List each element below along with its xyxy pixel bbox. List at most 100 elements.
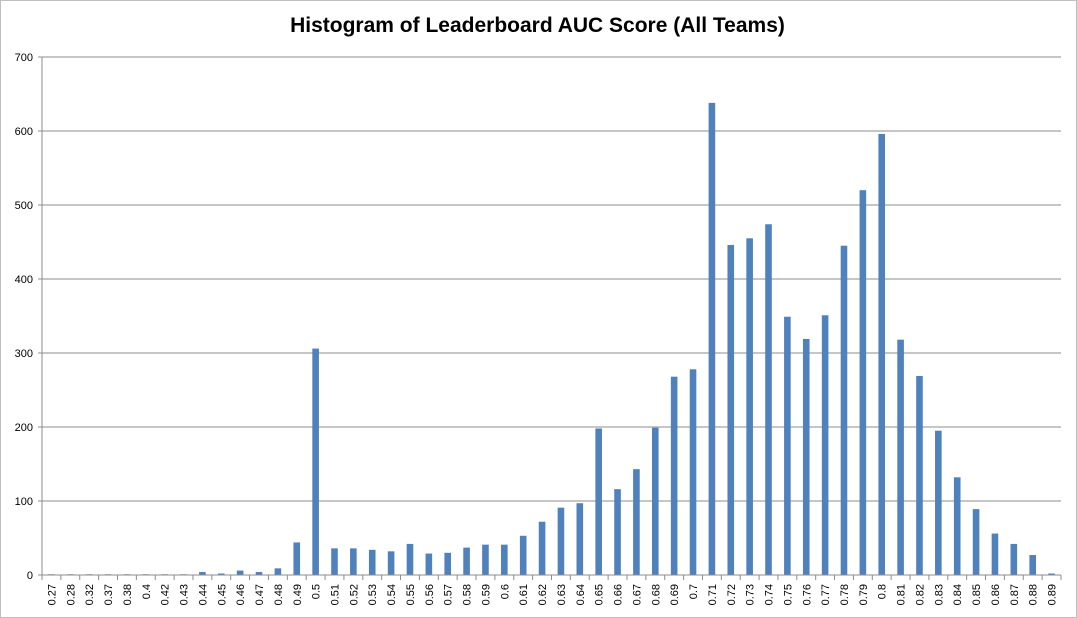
x-tick-label: 0.67 xyxy=(631,584,643,605)
x-tick-label: 0.28 xyxy=(65,584,77,605)
y-tick-label: 0 xyxy=(27,570,33,582)
bar xyxy=(387,551,395,575)
bar xyxy=(916,375,923,575)
bar xyxy=(1048,573,1055,575)
bar xyxy=(236,570,244,575)
x-tick-label: 0.47 xyxy=(254,584,266,605)
x-tick-label: 0.79 xyxy=(858,584,870,605)
x-tick-label: 0.81 xyxy=(896,584,908,605)
x-tick-label: 0.37 xyxy=(103,584,115,605)
bar xyxy=(576,503,584,575)
bar xyxy=(293,542,301,575)
x-tick-label: 0.62 xyxy=(537,584,549,605)
bar xyxy=(519,535,527,575)
x-tick-label: 0.44 xyxy=(197,584,209,605)
bar xyxy=(991,533,999,575)
x-tick-label: 0.89 xyxy=(1047,584,1059,605)
y-tick-label: 400 xyxy=(15,274,33,286)
bar xyxy=(802,338,810,575)
y-tick-label: 200 xyxy=(15,422,33,434)
bar xyxy=(274,568,282,575)
bar xyxy=(859,190,867,575)
x-tick-label: 0.88 xyxy=(1028,584,1040,605)
x-tick-label: 0.63 xyxy=(556,584,568,605)
x-tick-label: 0.6 xyxy=(499,584,511,599)
y-tick-label: 100 xyxy=(15,496,33,508)
x-axis-ticks: 0.27 0.28 0.32 0.37 0.38 0.4 0.42 0.43 0.44 0.45 0… xyxy=(41,575,1062,605)
bar xyxy=(1029,555,1036,575)
x-tick-label: 0.68 xyxy=(650,584,662,605)
bar xyxy=(897,339,904,575)
bar xyxy=(368,549,376,575)
bar xyxy=(406,543,414,575)
x-tick-label: 0.27 xyxy=(46,584,58,605)
x-tick-label: 0.65 xyxy=(594,584,606,605)
x-tick-label: 0.38 xyxy=(122,584,134,605)
y-tick-label: 600 xyxy=(15,126,33,138)
x-tick-label: 0.46 xyxy=(235,584,247,605)
x-tick-label: 0.61 xyxy=(518,584,530,605)
bar xyxy=(482,544,489,575)
y-axis-ticks: 0 100 200 300 400 500 600 700 xyxy=(15,52,42,582)
y-tick-label: 700 xyxy=(15,52,33,64)
x-tick-label: 0.76 xyxy=(801,584,813,605)
bar xyxy=(651,427,659,575)
bar xyxy=(746,238,753,576)
x-tick-label: 0.82 xyxy=(914,584,926,605)
bar xyxy=(614,489,621,575)
bar xyxy=(727,244,735,575)
x-tick-label: 0.57 xyxy=(443,584,455,605)
x-tick-label: 0.72 xyxy=(726,584,738,605)
bar xyxy=(670,376,678,575)
x-tick-label: 0.71 xyxy=(707,584,719,605)
x-tick-label: 0.84 xyxy=(952,584,964,605)
x-tick-label: 0.73 xyxy=(745,584,757,605)
x-tick-label: 0.32 xyxy=(84,584,96,605)
x-tick-label: 0.87 xyxy=(1009,584,1021,605)
bar xyxy=(255,572,263,575)
x-tick-label: 0.85 xyxy=(971,584,983,605)
x-tick-label: 0.7 xyxy=(688,584,700,599)
x-tick-label: 0.54 xyxy=(386,584,398,605)
bar xyxy=(840,245,848,575)
bar xyxy=(350,548,357,575)
x-tick-label: 0.86 xyxy=(990,584,1002,605)
bar xyxy=(312,348,319,575)
x-tick-label: 0.64 xyxy=(575,584,587,605)
bar xyxy=(765,224,772,576)
bar xyxy=(538,521,546,575)
x-tick-label: 0.74 xyxy=(764,584,776,605)
x-tick-label: 0.49 xyxy=(292,584,304,605)
gridlines xyxy=(42,56,1061,502)
x-tick-label: 0.5 xyxy=(311,584,323,599)
x-tick-label: 0.78 xyxy=(839,584,851,605)
bar xyxy=(878,133,886,575)
bar xyxy=(953,477,961,575)
x-tick-label: 0.58 xyxy=(462,584,474,605)
bar xyxy=(425,553,433,575)
x-tick-label: 0.66 xyxy=(613,584,625,605)
bar xyxy=(821,315,829,575)
bar xyxy=(331,548,338,575)
x-tick-label: 0.55 xyxy=(405,584,417,605)
bar xyxy=(444,552,452,575)
x-tick-label: 0.8 xyxy=(877,584,889,599)
x-tick-label: 0.51 xyxy=(329,584,341,605)
bar xyxy=(199,572,206,575)
bar xyxy=(935,430,942,575)
y-tick-label: 500 xyxy=(15,200,33,212)
x-tick-label: 0.69 xyxy=(669,584,681,605)
x-tick-label: 0.43 xyxy=(179,584,191,605)
bar xyxy=(633,469,640,575)
y-tick-label: 300 xyxy=(15,348,33,360)
bar xyxy=(501,544,508,575)
x-tick-label: 0.53 xyxy=(367,584,379,605)
x-tick-label: 0.56 xyxy=(424,584,436,605)
chart-title: Histogram of Leaderboard AUC Score (All … xyxy=(290,14,785,37)
x-tick-label: 0.83 xyxy=(933,584,945,605)
bars xyxy=(48,102,1055,576)
bar xyxy=(689,369,697,575)
bar xyxy=(463,547,470,575)
x-tick-label: 0.77 xyxy=(820,584,832,605)
